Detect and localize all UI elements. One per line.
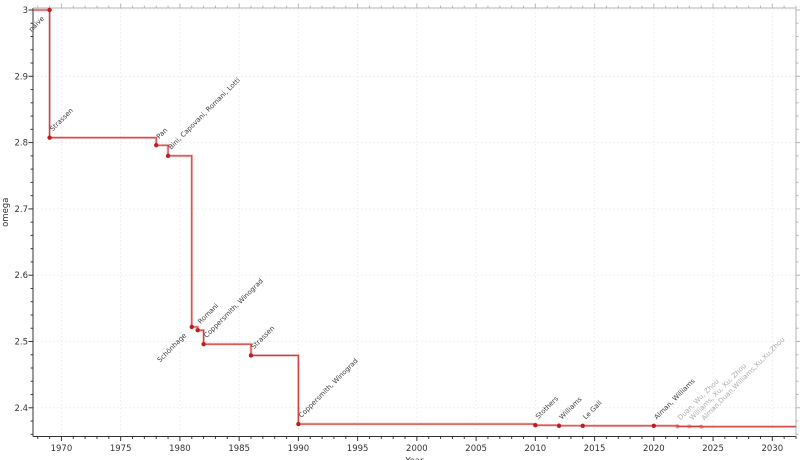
data-point-label: Schönhage [156,332,188,364]
x-axis-title: Year [405,457,425,460]
x-tick-label: 2020 [643,444,665,454]
x-tick-label: 1975 [110,444,132,454]
y-axis-title: omega [1,198,11,227]
x-tick-label: 1990 [288,444,310,454]
x-tick-label: 1985 [228,444,250,454]
x-tick-label: 2015 [584,444,606,454]
y-tick-label: 2.7 [14,205,28,215]
data-point [651,423,657,428]
data-point-label: Strassen [250,324,277,351]
data-point [154,143,159,148]
y-tick-label: 3 [23,6,28,16]
data-point [533,423,538,428]
data-point [47,135,52,140]
gridlines [33,8,796,437]
y-tick-label: 2.4 [14,404,28,414]
step-line-halo [33,8,796,429]
data-point-label: Coppersmith, Winograd [297,357,359,419]
plot-frame [32,7,797,437]
y-tick-label: 2.6 [14,271,28,281]
data-points [47,7,704,429]
data-point [675,424,680,429]
data-point [47,7,52,13]
y-tick-label: 2.9 [14,72,28,82]
step-line [33,9,796,428]
x-tick-label: 2010 [525,444,547,454]
data-point [248,353,254,358]
data-point-label: Bini, Capovani, Romani, Lotti [167,76,242,151]
data-point [201,341,206,347]
data-point [699,424,704,429]
y-tick-label: 2.8 [14,139,28,149]
y-tick-label: 2.5 [14,337,28,347]
x-tick-label: 1995 [347,444,369,454]
x-tick-label: 2025 [702,444,724,454]
x-tick-label: 2000 [406,444,428,454]
data-point [165,153,171,159]
data-point [580,423,585,428]
x-tick-label: 1970 [51,444,73,454]
axis-ticks [28,3,800,441]
data-point-label: Pan [155,126,169,140]
data-point-label: Le Gall [581,399,603,421]
data-point-label: naive [27,15,46,34]
x-tick-label: 2005 [465,444,487,454]
data-point [556,423,562,428]
x-tick-label: 2030 [761,444,783,454]
data-point [687,424,692,429]
data-point [189,324,194,330]
x-tick-label: 1980 [169,444,191,454]
data-point [195,328,200,333]
data-point [296,421,301,427]
data-point-label: Williams, Xu, Xu, Zhou [688,362,748,422]
tick-labels: 1970 1975 1980 1985 1990 1995 2000 2005 2010 2015… [14,6,783,454]
